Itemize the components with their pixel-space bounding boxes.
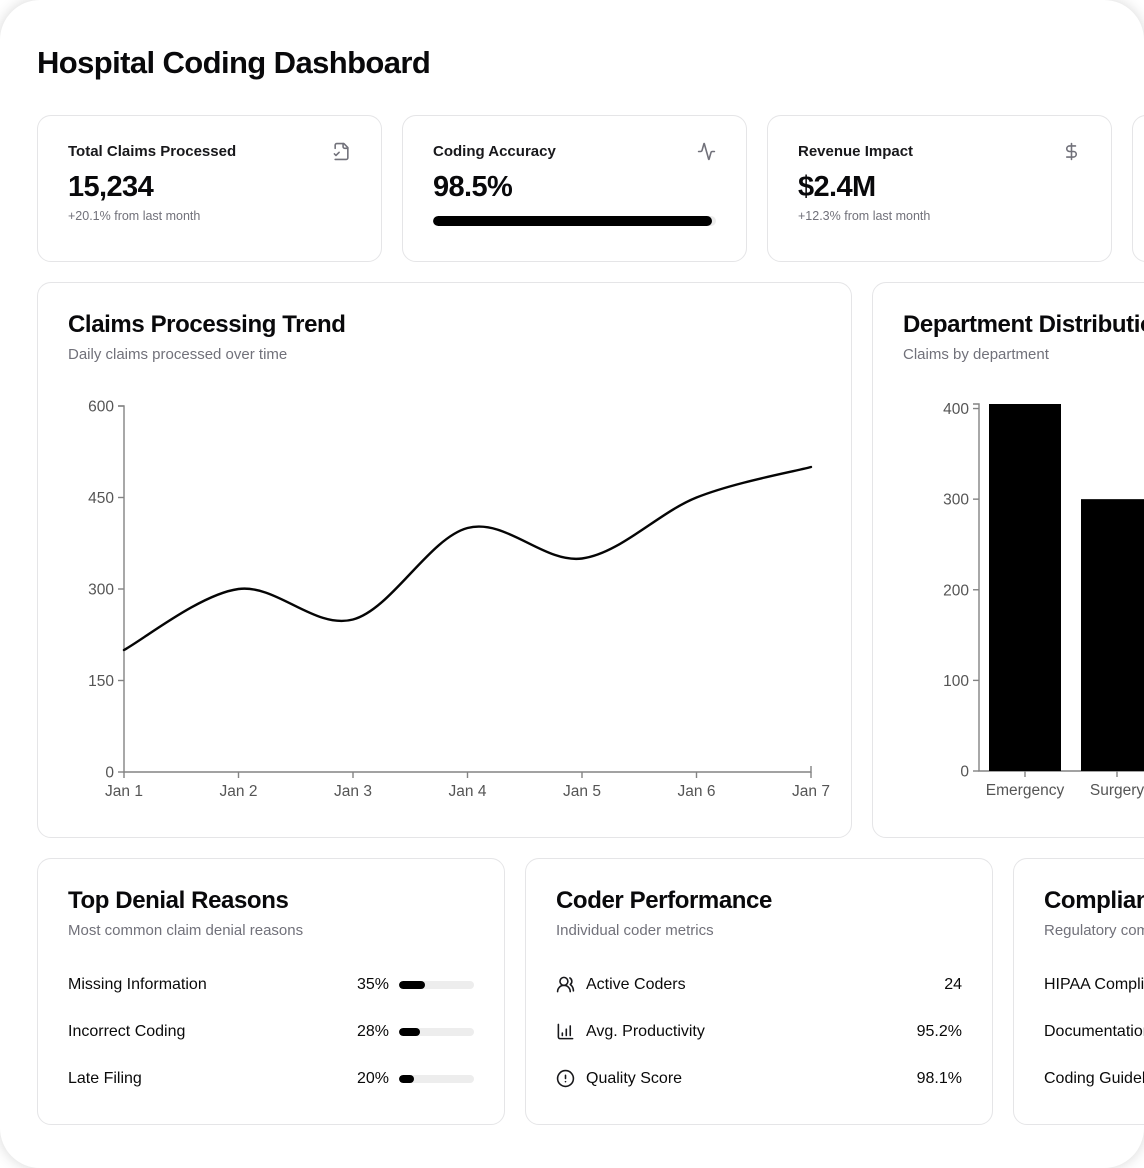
denial-progress-fill (399, 1027, 420, 1036)
svg-text:300: 300 (88, 582, 114, 599)
chart-subtitle: Claims by department (903, 346, 1049, 363)
denial-pct: 28% (356, 1022, 389, 1040)
performance-label: Quality Score (586, 1069, 683, 1087)
svg-text:100: 100 (943, 673, 969, 690)
card-subtitle: Most common claim denial reasons (68, 922, 304, 939)
compliance-row: HIPAA Compliance (1044, 961, 1144, 1008)
denial-progress-fill (399, 1074, 414, 1083)
stat-subtext: +12.3% from last month (798, 209, 931, 223)
stats-row: Total Claims Processed 15,234 +20.1% fro… (37, 115, 1144, 262)
denial-row: Late Filing 20% (68, 1055, 474, 1102)
stat-card-revenue-impact: Revenue Impact $2.4M +12.3% from last mo… (767, 115, 1112, 262)
coder-performance-card: Coder Performance Individual coder metri… (525, 858, 993, 1125)
performance-row: Avg. Productivity 95.2% (556, 1008, 962, 1055)
denial-pct: 20% (356, 1069, 389, 1087)
dollar-sign-icon (1062, 142, 1081, 161)
svg-text:600: 600 (88, 399, 114, 416)
page-title: Hospital Coding Dashboard (37, 45, 431, 80)
users-icon (556, 975, 575, 994)
card-subtitle: Individual coder metrics (556, 922, 714, 939)
accuracy-progress-fill (433, 216, 712, 226)
svg-text:Jan 1: Jan 1 (105, 783, 143, 800)
svg-text:Jan 7: Jan 7 (792, 783, 830, 800)
svg-text:Jan 5: Jan 5 (563, 783, 601, 800)
compliance-label: HIPAA Compliance (1044, 975, 1144, 993)
stat-card-coding-accuracy: Coding Accuracy 98.5% (402, 115, 747, 262)
chart-title: Claims Processing Trend (68, 311, 346, 338)
card-title: Top Denial Reasons (68, 887, 289, 914)
stat-label: Coding Accuracy (433, 143, 556, 160)
card-subtitle: Regulatory compliance (1044, 922, 1144, 939)
denial-progress-fill (399, 980, 426, 989)
svg-text:Surgery: Surgery (1090, 782, 1144, 799)
denial-progress-track (399, 1074, 474, 1083)
stat-label: Revenue Impact (798, 143, 914, 160)
bottom-row: Top Denial Reasons Most common claim den… (37, 858, 1144, 1125)
file-check-icon (332, 142, 351, 161)
chart-subtitle: Daily claims processed over time (68, 346, 288, 363)
stat-subtext: +20.1% from last month (68, 209, 201, 223)
svg-text:Jan 4: Jan 4 (449, 783, 487, 800)
denial-row: Incorrect Coding 28% (68, 1008, 474, 1055)
denial-progress-track (399, 980, 474, 989)
stat-label: Total Claims Processed (68, 143, 237, 160)
svg-text:150: 150 (88, 673, 114, 690)
stat-card-clipped (1132, 115, 1144, 262)
compliance-label: Documentation (1044, 1022, 1144, 1040)
compliance-card: Compliance Regulatory compliance HIPAA C… (1013, 858, 1144, 1125)
card-title: Coder Performance (556, 887, 772, 914)
activity-icon (697, 142, 716, 161)
top-denial-reasons-card: Top Denial Reasons Most common claim den… (37, 858, 505, 1125)
compliance-row: Coding Guidelines (1044, 1055, 1144, 1102)
svg-text:Jan 3: Jan 3 (334, 783, 372, 800)
department-distribution-bar-chart: 0 100 200 300 400 Emergency Surgery (943, 401, 1144, 799)
department-distribution-chart-card: Department Distribution Claims by depart… (872, 282, 1144, 838)
svg-text:0: 0 (105, 765, 114, 782)
stat-value: 15,234 (68, 171, 154, 203)
stat-value: $2.4M (798, 171, 876, 203)
svg-text:300: 300 (943, 492, 969, 509)
svg-text:0: 0 (960, 764, 969, 781)
svg-text:Jan 6: Jan 6 (678, 783, 716, 800)
chart-title: Department Distribution (903, 311, 1144, 338)
denial-row: Missing Information 35% (68, 961, 474, 1008)
performance-label: Active Coders (586, 975, 686, 993)
svg-text:200: 200 (943, 582, 969, 599)
performance-row: Quality Score 98.1% (556, 1055, 962, 1102)
svg-text:Jan 2: Jan 2 (220, 783, 258, 800)
svg-text:400: 400 (943, 401, 969, 418)
performance-value: 98.1% (916, 1069, 962, 1087)
card-title: Compliance (1044, 887, 1144, 914)
denial-label: Incorrect Coding (68, 1022, 186, 1040)
stat-card-total-claims: Total Claims Processed 15,234 +20.1% fro… (37, 115, 382, 262)
claims-trend-line-chart: 0 150 300 450 600 Jan 1 Jan 2 Jan 3 Jan 4 Jan 5 Ja… (88, 399, 830, 801)
charts-row: Claims Processing Trend Daily claims pro… (37, 282, 1144, 838)
performance-label: Avg. Productivity (586, 1022, 705, 1040)
denial-pct: 35% (356, 975, 389, 993)
performance-value: 95.2% (916, 1022, 962, 1040)
performance-row: Active Coders 24 (556, 961, 962, 1008)
denial-label: Missing Information (68, 975, 207, 993)
performance-value: 24 (944, 975, 962, 993)
alert-circle-icon (556, 1069, 575, 1088)
claims-trend-chart-card: Claims Processing Trend Daily claims pro… (37, 282, 852, 838)
stat-value: 98.5% (433, 171, 513, 203)
denial-progress-track (399, 1027, 474, 1036)
denial-label: Late Filing (68, 1069, 142, 1087)
svg-text:450: 450 (88, 490, 114, 507)
bar-chart-icon (556, 1022, 575, 1041)
compliance-label: Coding Guidelines (1044, 1069, 1144, 1087)
accuracy-progress-track (433, 216, 716, 226)
compliance-row: Documentation (1044, 1008, 1144, 1055)
svg-text:Emergency: Emergency (986, 782, 1065, 799)
